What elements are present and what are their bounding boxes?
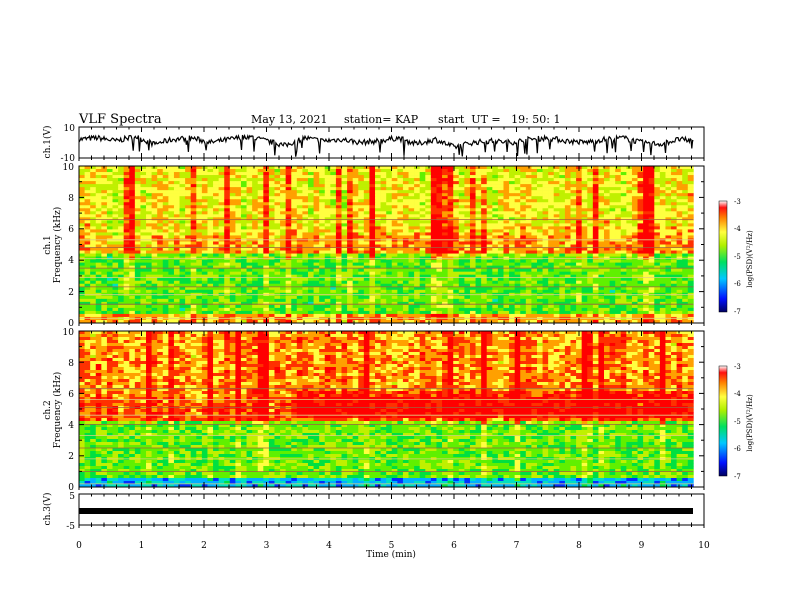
ch1-spectrogram-ylabel: ch.1 Frequency (kHz) [43,207,63,284]
ch1-colorbar-label: log(PSD)(V2/Hz) [746,230,754,288]
xtick-1: 1 [139,541,145,551]
xtick-3: 3 [264,541,270,551]
figure-title: VLF Spectra [78,112,162,127]
ch1-cbtick-m5: -5 [734,253,741,261]
ch2-cbtick-m3: -3 [734,363,741,371]
ch1-ytick-2: 2 [68,288,74,298]
ch1-ytick-bottom: -10 [61,154,76,164]
xtick-5: 5 [389,541,395,551]
ch1-colorbar-scale [718,200,728,313]
xtick-4: 4 [326,541,332,551]
ch2-cbtick-m4: -4 [734,390,741,398]
xtick-10: 10 [698,541,710,551]
ch1-cbtick-m4: -4 [734,225,741,233]
ch1-spectrogram-panel: 0 2 4 6 8 10 ch.1 Frequency (kHz) [43,163,705,329]
ch2-ylabel-frequency: Frequency (kHz) [52,372,63,449]
ch1-ylabel-channel: ch.1 [43,235,53,254]
ch3-voltage-series [79,508,693,514]
ch2-colorbar: -3 -4 -5 -6 -7 log(PSD)(V2/Hz) [718,363,754,481]
ch2-cbtick-m7: -7 [734,473,741,481]
ch3-ytick-top: 5 [69,492,75,502]
xtick-0: 0 [76,541,82,551]
ch1-cbtick-m6: -6 [734,280,741,288]
ch2-spectrogram-yticks: 0 2 4 6 8 10 [63,328,75,493]
xtick-8: 8 [576,541,582,551]
axis-tick-marks [78,127,705,528]
ch1-ylabel-frequency: Frequency (kHz) [52,207,63,284]
ch1-ytick-0: 0 [68,319,74,329]
ch2-ylabel-channel: ch.2 [43,400,53,419]
ch2-spectrogram-ylabel: ch.2 Frequency (kHz) [43,372,63,449]
ch1-spectrogram-image [79,166,694,324]
ch2-ytick-6: 6 [68,390,74,400]
ch2-ytick-10: 10 [63,328,75,338]
xtick-7: 7 [514,541,520,551]
xtick-6: 6 [451,541,457,551]
x-axis-tick-labels: 0 1 2 3 4 5 6 7 8 9 10 [76,541,710,551]
ch2-ytick-0: 0 [68,483,74,493]
ch1-spectrogram-yticks: 0 2 4 6 8 10 [63,163,75,329]
ch2-colorbar-scale [718,365,728,477]
ch1-ytick-4: 4 [68,256,74,266]
date-label: May 13, 2021 [251,113,328,126]
ch1-cbtick-m7: -7 [734,308,741,316]
ch3-ytick-bottom: -5 [66,522,75,532]
ch2-cbtick-m6: -6 [734,445,741,453]
ch1-ytick-10: 10 [63,163,75,173]
xtick-9: 9 [639,541,645,551]
start-time-label: start UT = 19: 50: 1 [438,113,561,126]
ch1-voltage-series [78,133,694,157]
ch2-ytick-4: 4 [68,421,74,431]
ch2-ytick-8: 8 [68,359,74,369]
ch2-spectrogram-image [79,331,694,488]
ch1-voltage-ylabel: ch.1(V) [42,126,53,159]
ch1-colorbar: -3 -4 -5 -6 -7 log(PSD)(V2/Hz) [718,198,754,316]
ch1-ytick-8: 8 [68,194,74,204]
ch2-cbtick-m5: -5 [734,418,741,426]
ch2-ytick-2: 2 [68,452,74,462]
ch2-colorbar-label: log(PSD)(V2/Hz) [746,394,754,452]
station-label: station= KAP [344,113,419,126]
ch2-spectrogram-panel: 0 2 4 6 8 10 ch.2 Frequency (kHz) [43,328,705,493]
x-axis-label: Time (min) [366,549,416,560]
ch3-voltage-ylabel: ch.3(V) [42,493,53,526]
ch1-ytick-6: 6 [68,225,74,235]
ch1-cbtick-m3: -3 [734,198,741,206]
ch1-ytick-top: 10 [64,124,76,134]
xtick-2: 2 [201,541,207,551]
